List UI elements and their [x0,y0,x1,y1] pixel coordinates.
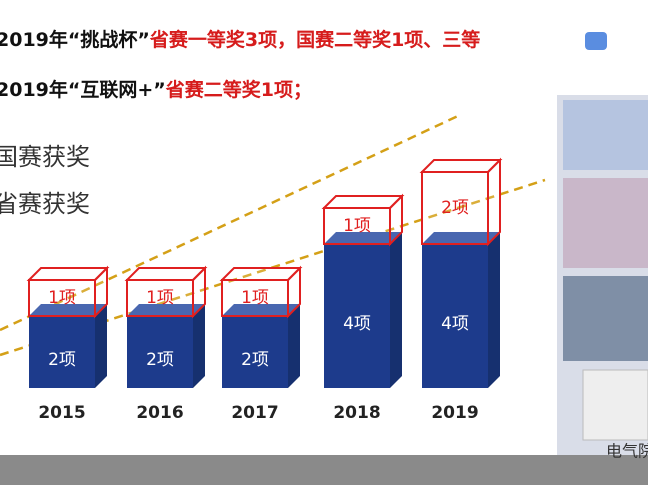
bar-side [288,304,300,388]
bar [324,244,390,388]
bar [422,244,488,388]
bar [221,279,289,317]
bar [421,171,489,245]
x-tick-label: 2019 [431,403,478,423]
bar [323,207,391,245]
certificate [582,369,648,441]
bar-top [324,232,402,244]
bar-top [419,159,503,173]
value-label: 2项 [441,198,469,218]
x-tick-label: 2018 [333,403,380,423]
photo [563,178,648,268]
bar-top [127,304,205,316]
bar-top [29,304,107,316]
photo [563,100,648,170]
bar [126,279,194,317]
bar-top [124,267,208,281]
headline: 2019年“挑战杯”省赛一等奖3项，国赛二等奖1项、三等 [0,28,480,51]
value-label: 2项 [48,350,76,370]
bar-top [222,304,300,316]
bar [29,316,95,388]
bar-side [487,157,501,247]
bar [127,316,193,388]
x-tick-label: 2016 [136,403,183,423]
value-label: 1项 [343,216,371,236]
trend-line [0,113,461,332]
legend-label: 省赛获奖 [0,190,90,218]
legend-label: 国赛获奖 [0,143,90,171]
value-label: 1项 [241,288,269,308]
value-label: 2项 [241,350,269,370]
value-label: 1项 [48,288,76,308]
bar [222,316,288,388]
bar-side [95,304,107,388]
x-tick-label: 2017 [231,403,278,423]
value-label: 4项 [343,314,371,334]
bar-top [26,267,110,281]
bar [28,279,96,317]
photo [563,276,648,361]
x-tick-label: 2015 [38,403,85,423]
value-label: 4项 [441,314,469,334]
headline: 2019年“互联网+”省赛二等奖1项； [0,78,312,101]
photo-panel [557,95,648,455]
bar-side [390,232,402,388]
bar-top [422,232,500,244]
video-icon [585,32,607,50]
watermark: 电气院团 [606,442,648,461]
bar-side [193,304,205,388]
bar-top [321,195,405,209]
bar-top [219,267,303,281]
value-label: 1项 [146,288,174,308]
value-label: 2项 [146,350,174,370]
bar-side [488,232,500,388]
bottom-strip [0,455,648,485]
